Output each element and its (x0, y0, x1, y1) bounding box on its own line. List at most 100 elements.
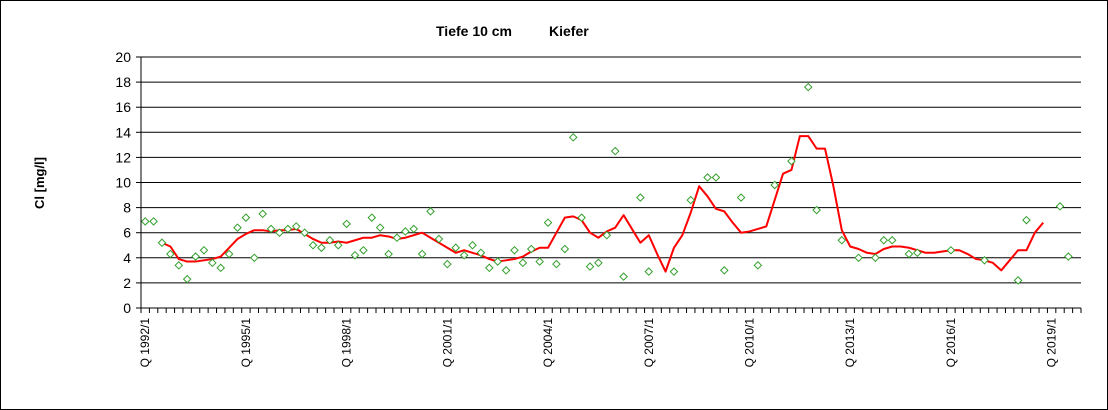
data-point-marker (1064, 252, 1073, 261)
data-point-marker (291, 222, 301, 231)
data-point-marker (434, 234, 444, 244)
data-point-marker (619, 272, 628, 281)
data-point-marker (501, 266, 511, 275)
moving-average-line (161, 135, 1044, 273)
data-point-marker (392, 233, 402, 243)
data-point-marker (140, 217, 150, 226)
data-point-marker (484, 263, 494, 273)
series-line (161, 135, 1044, 273)
data-point-marker (812, 205, 821, 215)
data-point-marker (535, 257, 544, 266)
y-tick-label: 10 (115, 175, 131, 191)
chart-title-tree: Kiefer (549, 23, 589, 39)
y-tick-label: 16 (115, 99, 131, 115)
data-point-marker (711, 173, 721, 182)
y-tick-label: 4 (123, 250, 131, 266)
data-point-marker (300, 228, 309, 238)
chart-title-depth: Tiefe 10 cm (436, 23, 512, 39)
y-tick-label: 20 (115, 49, 131, 65)
y-tick-label: 14 (115, 124, 131, 140)
data-point-marker (913, 248, 922, 258)
data-point-marker (166, 249, 175, 259)
x-tick-label: Q 2016/1 (944, 318, 958, 368)
data-point-marker (610, 146, 620, 156)
data-point-marker (367, 213, 377, 222)
data-point-marker (216, 263, 226, 273)
x-tick-label: Q 2013/1 (843, 318, 857, 368)
data-point-marker (401, 227, 410, 236)
data-point-marker (275, 228, 284, 238)
data-point-marker (787, 156, 796, 166)
data-point-marker (585, 262, 595, 271)
data-point-marker (157, 238, 167, 248)
data-point-marker (887, 235, 897, 245)
data-point-marker (258, 209, 268, 219)
data-point-marker (333, 240, 343, 250)
x-axis-ticks: Q 1992/1 Q 1995/1 Q 1998/1 Q 2001/1 Q 2004/1… (138, 308, 1082, 368)
data-point-marker (879, 235, 889, 245)
data-point-marker (543, 218, 553, 227)
y-tick-label: 12 (115, 149, 131, 165)
x-tick-label: Q 1998/1 (340, 318, 354, 368)
data-point-marker (837, 235, 847, 245)
data-point-marker (451, 243, 461, 253)
data-point-marker (644, 267, 654, 276)
data-point-marker (249, 253, 259, 263)
data-point-marker (241, 213, 251, 222)
data-point-marker (871, 253, 880, 263)
data-point-marker (577, 213, 586, 222)
x-tick-label: Q 2004/1 (541, 318, 555, 368)
data-point-marker (182, 274, 192, 284)
data-point-marker (342, 219, 351, 229)
x-tick-label: Q 2010/1 (742, 318, 756, 368)
y-axis-ticks: 0 2 4 6 8 10 12 14 16 18 20 (115, 49, 141, 316)
y-tick-label: 18 (115, 74, 131, 90)
data-point-marker (174, 261, 184, 270)
data-point-marker (375, 223, 385, 232)
data-point-marker (854, 253, 863, 263)
data-point-marker (686, 195, 696, 205)
data-point-marker (946, 245, 956, 255)
data-point-marker (904, 249, 914, 259)
data-point-marker (199, 245, 209, 255)
y-tick-label: 8 (123, 200, 131, 216)
data-point-marker (518, 258, 528, 268)
data-point-marker (426, 207, 435, 216)
data-point-marker (526, 244, 536, 254)
data-point-marker (1013, 276, 1023, 285)
data-point-marker (770, 180, 779, 190)
data-point-marker (594, 258, 603, 268)
y-tick-label: 6 (123, 225, 131, 241)
data-point-marker (317, 243, 326, 253)
series-points (140, 82, 1073, 285)
y-tick-label: 0 (123, 300, 131, 316)
data-point-marker (510, 245, 519, 255)
data-point-marker (459, 250, 469, 260)
data-point-marker (636, 193, 645, 202)
y-tick-label: 2 (123, 275, 131, 291)
data-point-marker (409, 224, 419, 234)
gridlines (141, 56, 1081, 284)
data-point-marker (208, 258, 217, 268)
x-tick-label: Q 1995/1 (239, 318, 253, 368)
data-point-marker (417, 249, 427, 259)
data-point-marker (803, 82, 813, 92)
data-point-marker (266, 224, 276, 234)
data-point-marker (359, 245, 368, 255)
data-point-marker (476, 248, 486, 258)
data-point-marker (149, 217, 158, 226)
data-point-marker (568, 133, 578, 142)
y-axis-label: Cl [mg/l] (32, 157, 47, 209)
data-point-marker (233, 223, 242, 232)
axes (140, 57, 1081, 309)
data-point-marker (191, 252, 200, 261)
x-tick-label: Q 2019/1 (1045, 318, 1059, 368)
x-tick-label: Q 1992/1 (138, 318, 152, 368)
data-point-marker (719, 266, 729, 275)
data-point-marker (283, 224, 293, 234)
data-point-marker (325, 235, 335, 245)
x-tick-label: Q 2007/1 (642, 318, 656, 368)
data-point-marker (980, 256, 989, 265)
